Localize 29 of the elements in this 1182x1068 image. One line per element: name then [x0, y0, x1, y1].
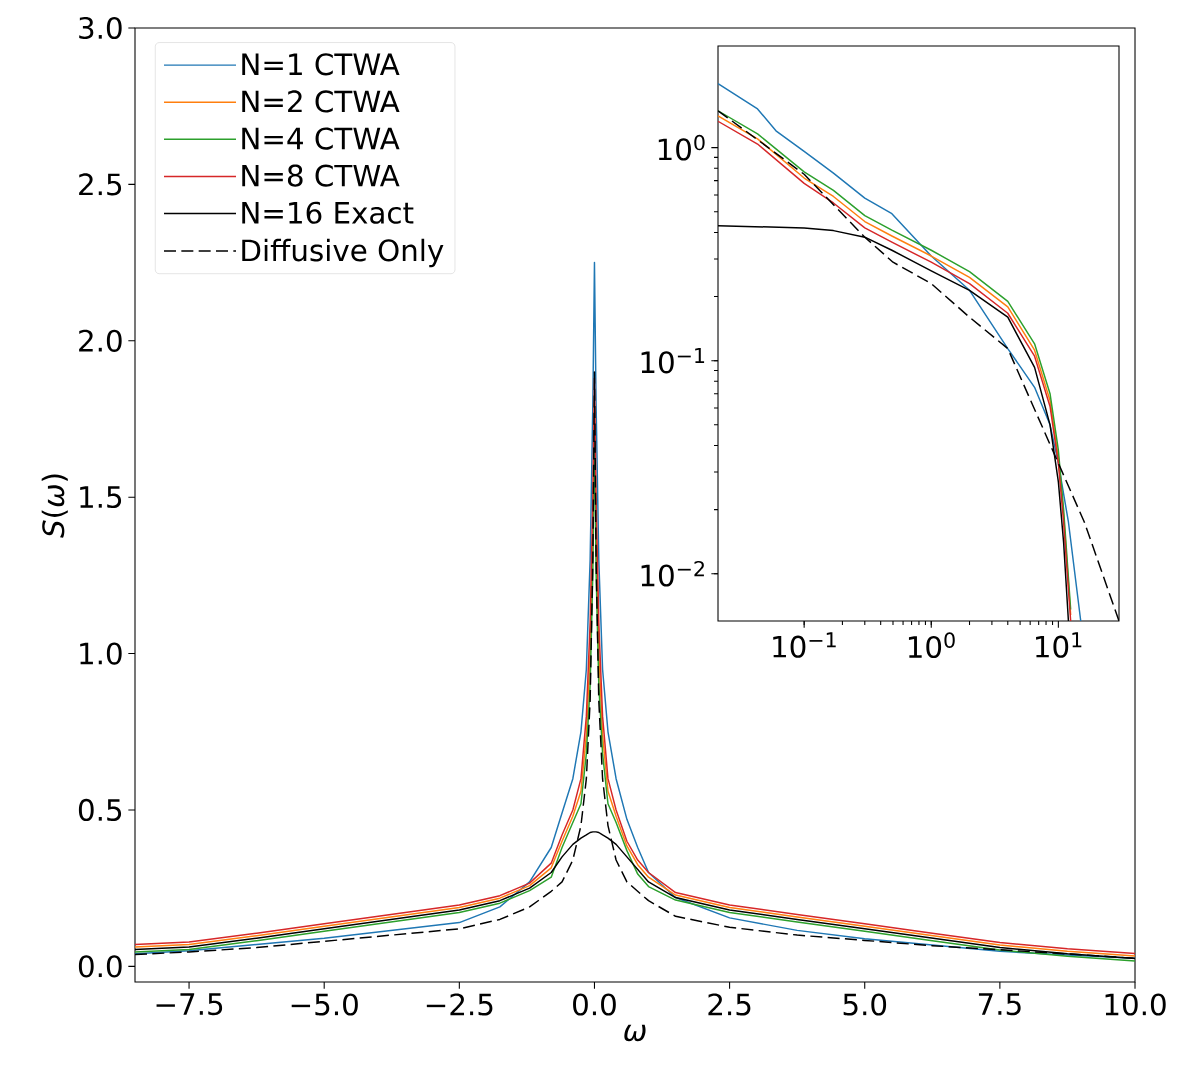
x-tick-label: 7.5	[978, 993, 1021, 1016]
x-tick-label: 5.0	[843, 993, 887, 1016]
x-tick-label: 10.0	[1105, 993, 1166, 1016]
legend-label: Diffusive Only	[242, 238, 444, 268]
legend-label: N=4 CTWA	[242, 127, 400, 150]
y-axis-title: S(ω)	[41, 474, 68, 538]
y-tick-label: 3.0	[79, 16, 122, 40]
x-tick-label: −2.5	[426, 993, 493, 1016]
y-tick-label: 10$^{−2}$	[641, 560, 704, 587]
y-tick-label: 1.5	[80, 486, 122, 509]
x-tick-label: 0.0	[573, 993, 616, 1016]
legend-label: N=16 Exact	[242, 201, 414, 224]
x-tick-label: 10$^{−1}$	[773, 632, 836, 658]
legend-label: N=1 CTWA	[242, 53, 400, 76]
y-tick-label: 0.0	[78, 955, 122, 978]
y-tick-label: 1.0	[80, 642, 122, 665]
legend-label: N=2 CTWA	[242, 90, 400, 113]
x-tick-label: 2.5	[708, 993, 751, 1016]
x-tick-label: −7.5	[156, 993, 223, 1016]
y-tick-label: 2.0	[79, 329, 122, 352]
x-tick-label: −5.0	[291, 993, 358, 1016]
y-tick-label: 10$^{−1}$	[641, 347, 705, 374]
x-tick-label: 10$^{1}$	[1036, 632, 1082, 658]
y-tick-label: 10$^{0}$	[658, 134, 705, 161]
legend-label: N=8 CTWA	[242, 164, 400, 187]
y-tick-label: 0.5	[78, 798, 122, 822]
x-tick-label: 10$^{0}$	[908, 632, 955, 659]
y-tick-label: 2.5	[79, 173, 122, 196]
x-axis-title: ω	[624, 1024, 646, 1042]
